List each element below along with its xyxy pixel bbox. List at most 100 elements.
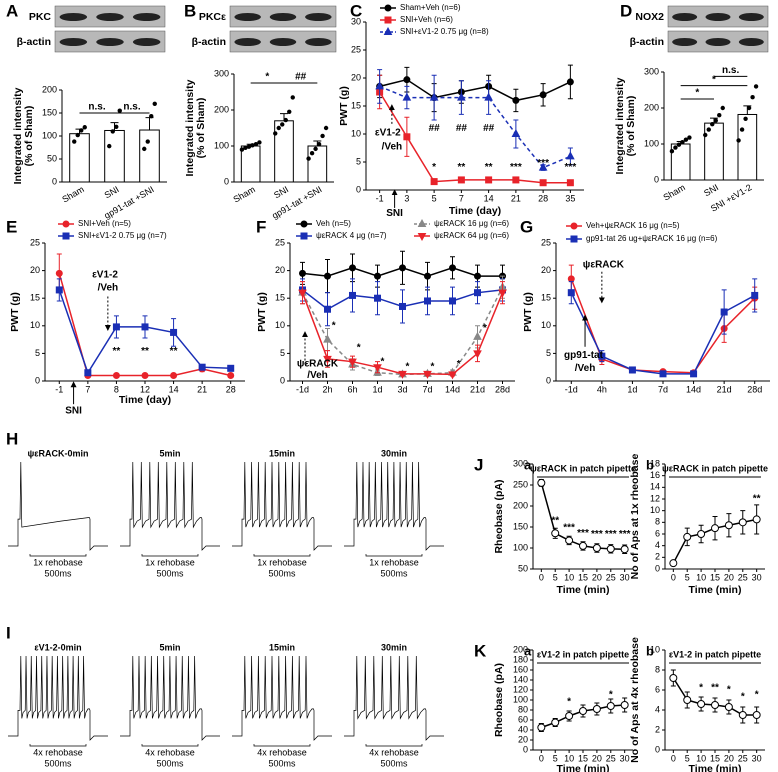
annotation: ψεRACK [583,260,625,271]
marker [299,269,306,277]
marker [566,179,574,187]
scale-label: 4x rehobase [369,747,419,757]
data-point [687,135,692,140]
marker [399,302,406,310]
legend-marker [570,235,578,243]
y-tick-label: 100 [513,542,528,552]
annotation: * [567,697,571,708]
y-tick-label: 25 [275,237,285,247]
data-point [82,125,87,130]
legend-marker [570,222,578,230]
marker [55,286,63,294]
y-tick-label: 140 [513,674,528,684]
marker [683,532,692,541]
y-tick-label: 300 [644,66,659,76]
data-point [246,144,252,149]
marker [551,718,560,727]
annotation: * [381,356,385,367]
marker [375,81,384,90]
trace-label: 5min [159,448,180,458]
data-point [736,138,741,143]
trace [120,655,220,741]
scale-label: 500ms [268,568,296,578]
data-point [717,113,722,118]
y-tick-label: 40 [518,724,528,734]
y-tick-label: 20 [275,265,285,275]
annotation: SNI [386,208,403,219]
x-tick-label: 0 [539,572,544,582]
marker [697,530,706,538]
y-tick-label: 100 [644,138,659,148]
annotation: ** [711,683,719,694]
marker [592,544,601,552]
y-tick-label: 8 [655,517,660,527]
y-tick-label: 100 [214,140,229,150]
marker [170,371,178,379]
data-point [323,125,329,131]
annotation: *** [537,158,549,169]
legend-marker [62,220,70,228]
y-tick-label: 16 [650,470,660,480]
legend-marker [383,26,393,35]
scale-bar [253,554,311,557]
y-tick-label: 0 [546,375,551,385]
y-tick-label: 20 [30,265,40,275]
marker [738,711,747,719]
x-tick-label: 20 [592,572,602,582]
blot-band [305,13,332,21]
scale-label: 500ms [156,758,184,768]
bar [307,145,328,183]
y-tick-label: 10 [351,128,361,138]
marker [724,703,733,711]
marker [752,711,761,719]
blot-label: PKCε [199,11,226,23]
x-tick-label: 3d [397,384,407,394]
x-tick-label: 5 [685,753,690,763]
x-tick-label: 1d [372,384,382,394]
x-tick-label: 28d [495,384,510,394]
y-tick-label: 5 [546,348,551,358]
scale-label: 500ms [44,568,72,578]
y-tick-label: 6 [655,528,660,538]
annotation: ** [551,515,559,526]
data-point [287,109,292,115]
significance: ## [295,72,307,83]
y-tick-label: 4 [655,704,660,714]
bar [104,129,125,183]
x-tick-label: 14 [169,384,179,394]
blot-band [672,38,698,46]
panel-letter: I [6,623,11,642]
subpanel-letter: b [646,457,654,472]
x-tick-label: -1 [55,384,63,394]
blot-band [305,38,332,46]
data-point [110,129,115,134]
legend-marker [62,232,70,240]
bar [704,122,724,181]
y-tick-label: 25 [351,44,361,54]
annotation: ## [483,123,495,134]
x-tick-label: 21 [197,384,207,394]
significance: n.s. [722,65,739,76]
y-tick-label: 200 [214,104,229,114]
data-point [713,118,718,123]
marker [323,355,332,364]
y-axis-label: PWT (g) [9,292,21,332]
y-tick-label: 15 [351,100,361,110]
legend-marker [300,232,308,240]
legend-label: Sham+Veh (n=6) [400,3,461,12]
scale-label: 1x rehobase [369,557,419,567]
marker [423,370,432,379]
marker [738,518,747,527]
trace [232,655,332,741]
annotation: *** [563,522,575,533]
x-tick-label: 14 [484,193,494,203]
marker [711,524,719,533]
x-tick-label: 21 [511,193,521,203]
y-tick-label: 0 [280,375,285,385]
y-axis-label: Integrated intensity [12,87,24,184]
y-tick-label: 20 [541,265,551,275]
y-tick-label: 5 [35,348,40,358]
blot-band [269,38,297,46]
data-point [239,147,245,152]
